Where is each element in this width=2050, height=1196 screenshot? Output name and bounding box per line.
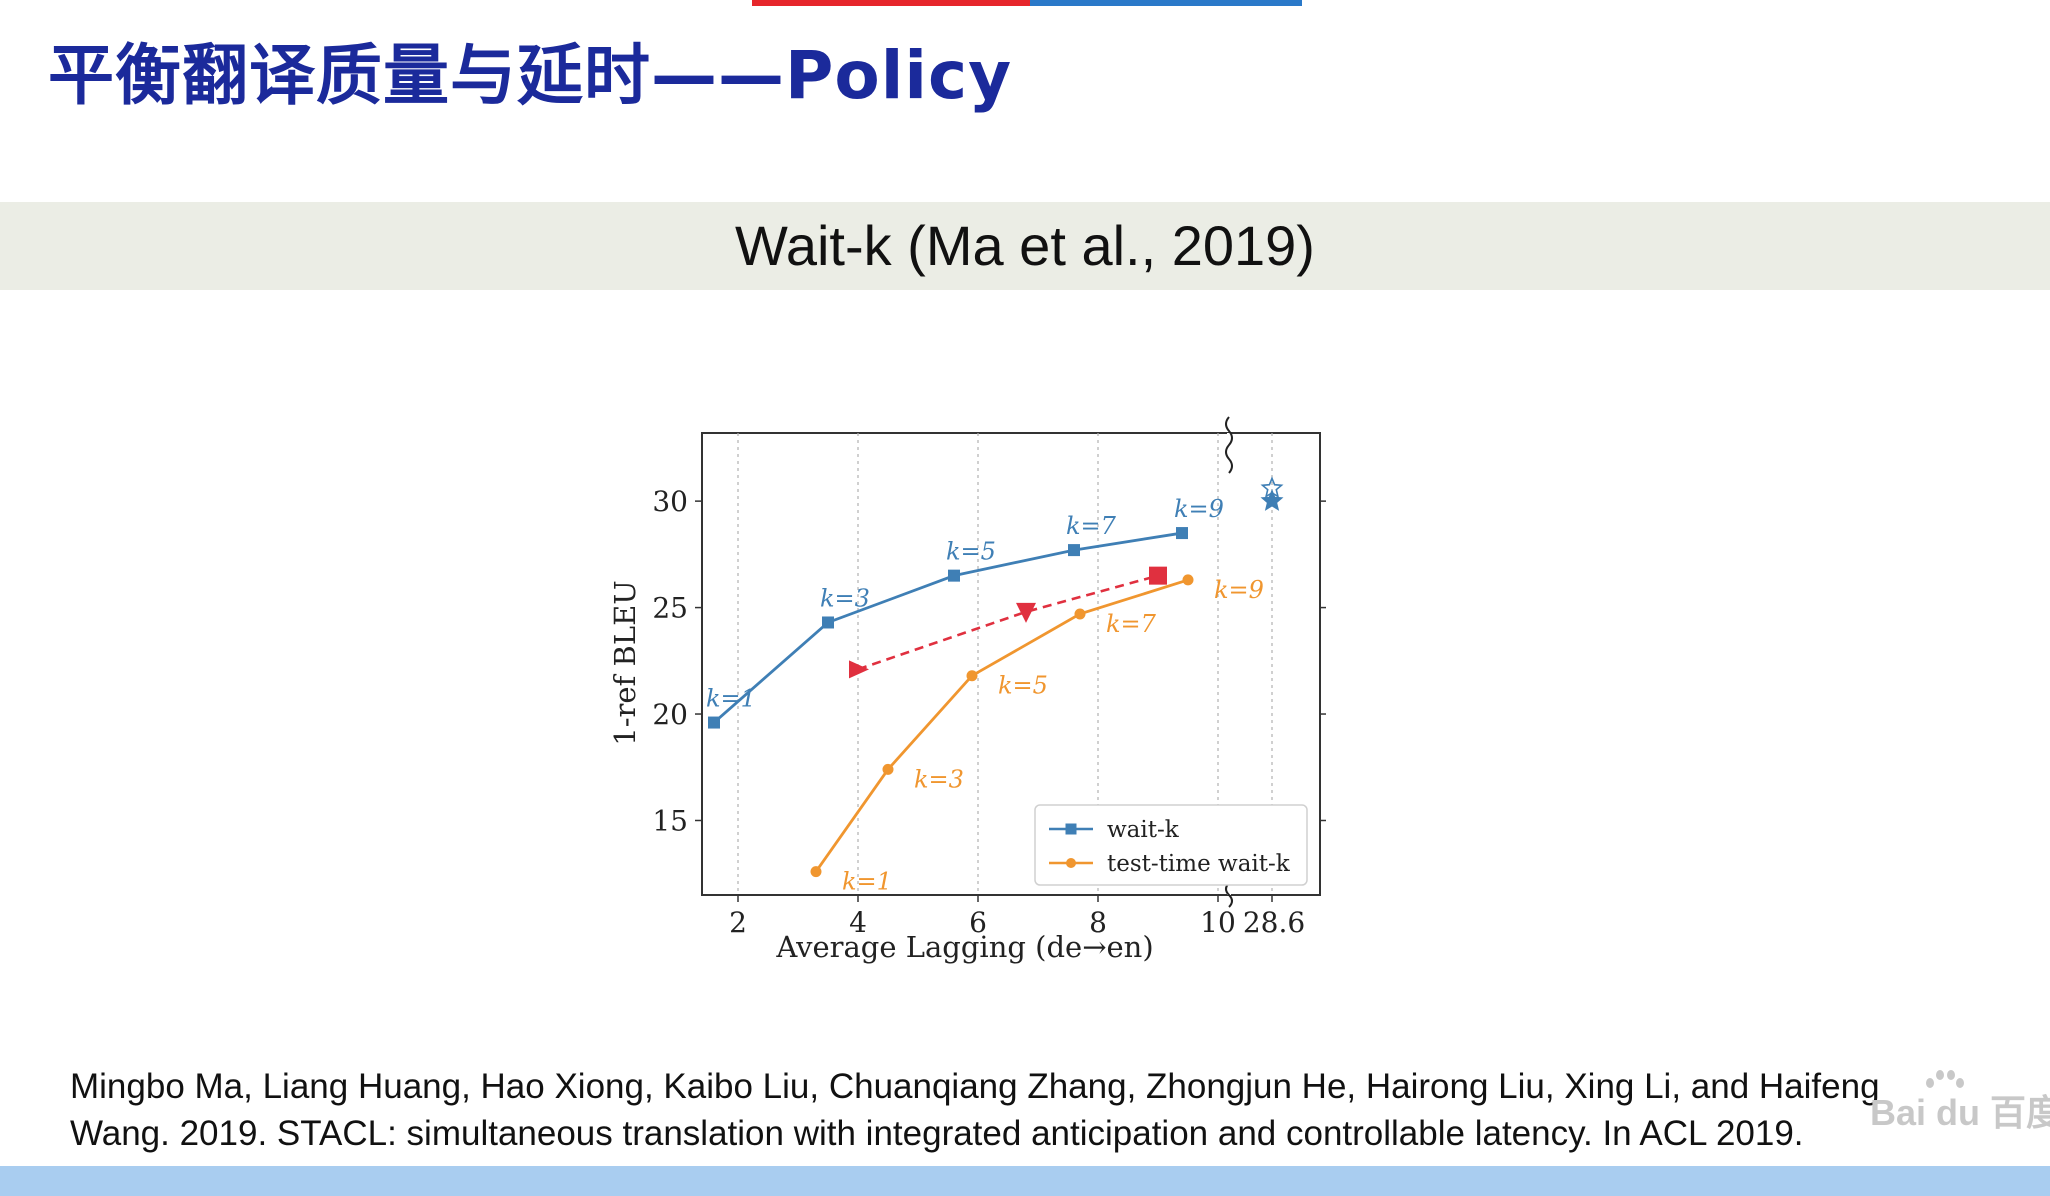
legend-entry: wait-k <box>1107 817 1180 843</box>
slide-subtitle: Wait-k (Ma et al., 2019) <box>735 214 1315 277</box>
series-marker-1 <box>882 763 894 775</box>
x-tick-label: 2 <box>729 906 747 939</box>
bottom-strip <box>0 1166 2050 1196</box>
paw-icon <box>1924 1070 1964 1100</box>
bleu-latency-chart: 1-ref BLEU Average Lagging (de→en) 2 4 6 8 1… <box>608 416 1326 964</box>
series-marker-0 <box>1176 527 1188 540</box>
y-axis-label: 1-ref BLEU <box>608 580 642 745</box>
citation-text: Mingbo Ma, Liang Huang, Hao Xiong, Kaibo… <box>70 1067 1880 1153</box>
x-tick-label: 4 <box>849 906 867 939</box>
series-marker-0 <box>708 716 720 729</box>
point-label: k=1 <box>842 868 892 896</box>
point-label: k=7 <box>1066 512 1117 540</box>
series-marker-2 <box>1149 566 1167 585</box>
watermark-text: Bai du 百度 <box>1870 1092 2050 1133</box>
y-tick-label: 30 <box>652 485 688 518</box>
legend-entry: test-time wait-k <box>1107 851 1291 877</box>
series-marker-1 <box>1074 608 1086 620</box>
series-marker-1 <box>810 866 822 878</box>
point-label: k=9 <box>1174 495 1224 523</box>
point-label: k=7 <box>1106 610 1157 638</box>
x-tick-label: 10 <box>1200 906 1236 939</box>
top-accent-bar-red <box>752 0 1030 6</box>
point-label: k=9 <box>1214 576 1264 604</box>
series-marker-1 <box>1182 574 1194 586</box>
y-tick-label: 20 <box>652 698 688 731</box>
series-marker-1 <box>966 670 978 682</box>
series-marker-2 <box>1016 602 1036 623</box>
y-tick-label: 25 <box>652 592 688 625</box>
x-tick-label: 6 <box>969 906 987 939</box>
legend-box <box>1034 804 1308 886</box>
series-marker-0 <box>948 569 960 582</box>
point-label: k=5 <box>998 672 1048 700</box>
series-marker-2 <box>849 660 869 679</box>
point-label: k=3 <box>820 584 870 612</box>
axis-break-bottom <box>1225 882 1233 908</box>
baidu-watermark: Bai du 百度 <box>1870 1070 2050 1133</box>
point-label: k=1 <box>706 685 756 713</box>
subtitle-band: Wait-k (Ma et al., 2019) <box>0 202 2050 290</box>
legend-swatch-marker <box>1066 858 1076 868</box>
slide-title: 平衡翻译质量与延时——Policy <box>48 37 1013 114</box>
x-axis-label: Average Lagging (de→en) <box>775 930 1153 964</box>
top-accent-bar-blue <box>1030 0 1302 6</box>
series-marker-0 <box>822 616 834 629</box>
legend-swatch-marker <box>1065 823 1077 835</box>
y-tick-label: 15 <box>652 804 688 837</box>
point-label: k=3 <box>914 765 964 793</box>
x-tick-label: 8 <box>1089 906 1107 939</box>
x-break-tick-label: 28.6 <box>1243 906 1305 939</box>
axis-break-top <box>1225 416 1233 474</box>
series-marker-0 <box>1068 544 1080 557</box>
star-marker <box>1260 488 1284 511</box>
point-label: k=5 <box>946 538 996 566</box>
